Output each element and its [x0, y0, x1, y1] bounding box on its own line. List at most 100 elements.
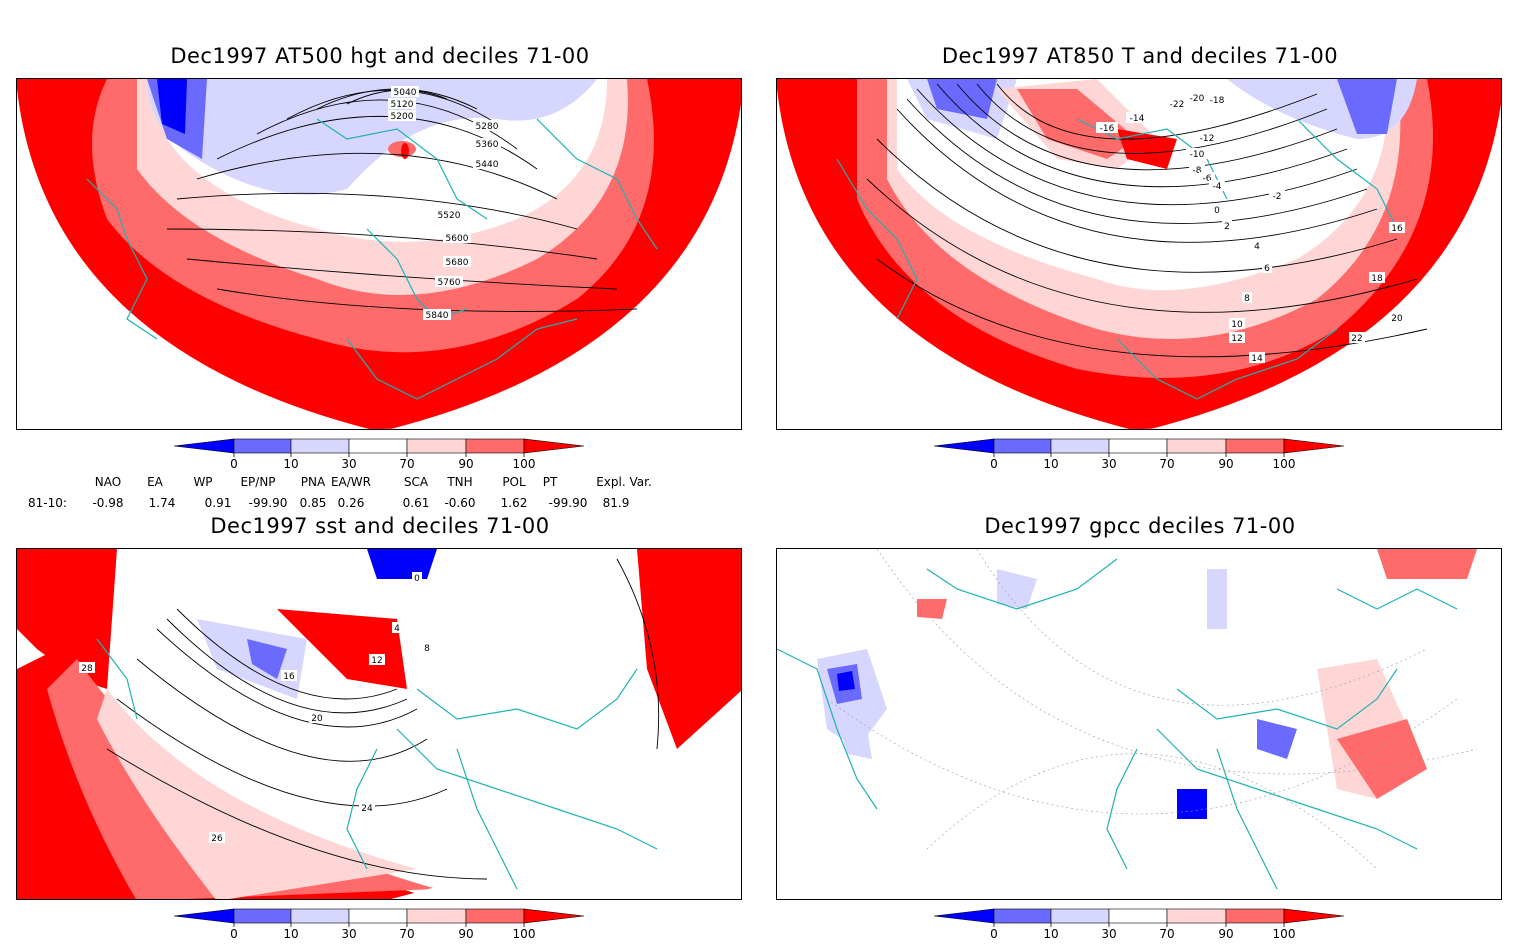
panel-title-3: Dec1997 sst and deciles 71-00: [210, 514, 550, 538]
index-value: 81.9: [603, 496, 630, 510]
colorbar-segment: [933, 438, 995, 454]
contour-label-bg: [1389, 222, 1405, 233]
colorbar-tick-label: 30: [1101, 457, 1116, 471]
contour-label-bg: [435, 209, 463, 220]
contour-label: 18: [1371, 274, 1383, 284]
index-header: EA: [147, 475, 164, 489]
contour-label: -8: [1193, 166, 1202, 176]
contour-label: 5520: [438, 211, 461, 221]
index-row-label: 81-10:: [28, 496, 67, 510]
contour-label: 26: [211, 834, 223, 844]
colorbar-segment: [993, 438, 1052, 454]
contour-label-bg: [1369, 272, 1385, 283]
panel-title-4: Dec1997 gpcc deciles 71-00: [984, 514, 1296, 538]
colorbar-segment: [523, 908, 585, 924]
index-value: -0.60: [444, 496, 475, 510]
contour-label: 4: [1254, 242, 1260, 252]
contour-label-bg: [1269, 190, 1285, 201]
index-value: -0.98: [92, 496, 123, 510]
contour-label: 4: [394, 624, 400, 634]
contour-label-bg: [473, 120, 501, 131]
colorbar-1: 0 10 30 70 90 100: [173, 437, 594, 477]
colorbar-4: 0 10 30 70 90 100: [933, 907, 1354, 947]
contour-label: -14: [1130, 114, 1145, 124]
colorbar-tick-label: 70: [1159, 457, 1174, 471]
contour-label: 6: [1264, 264, 1270, 274]
index-header: EA/WR: [331, 475, 371, 489]
contour-label-bg: [391, 86, 419, 97]
contour-label-bg: [473, 138, 501, 149]
colorbar-segment: [1283, 908, 1345, 924]
index-value: 0.91: [205, 496, 232, 510]
index-value: 0.26: [338, 496, 365, 510]
colorbar-segment: [348, 908, 408, 924]
contour-label-bg: [1242, 292, 1252, 303]
map-panel-gpcc: [776, 548, 1502, 900]
contour-label: -10: [1190, 150, 1205, 160]
colorbar-tick-label: 70: [1159, 927, 1174, 941]
contour-label: 5040: [394, 88, 417, 98]
colorbar-segment: [406, 438, 467, 454]
contour-label: 2: [1224, 222, 1230, 232]
contour-label: 5600: [446, 234, 469, 244]
contour-label-bg: [1262, 262, 1272, 273]
contour-label: -22: [1170, 100, 1185, 110]
contour-label-bg: [1389, 312, 1405, 323]
index-value: 1.62: [501, 496, 528, 510]
panel-title-1: Dec1997 AT500 hgt and deciles 71-00: [170, 44, 590, 68]
contour-label: -6: [1203, 174, 1212, 184]
colorbar-tick-label: 30: [1101, 927, 1116, 941]
panel-title-2: Dec1997 AT850 T and deciles 71-00: [941, 44, 1339, 68]
contour-label: 14: [1251, 354, 1263, 364]
colorbar-segment: [173, 908, 235, 924]
contour-label: 16: [1391, 224, 1403, 234]
contour-label: -12: [1200, 134, 1215, 144]
colorbar-segment: [1225, 908, 1285, 924]
colorbar-segment: [348, 438, 408, 454]
colorbar-tick-label: 100: [1273, 927, 1296, 941]
contour-label-bg: [209, 832, 225, 843]
contour-label: 5440: [476, 160, 499, 170]
contour-label-bg: [443, 232, 471, 243]
contour-label-bg: [1096, 122, 1118, 133]
colorbar-segment: [1225, 438, 1285, 454]
contour-label-bg: [422, 642, 432, 653]
colorbar-segment: [290, 438, 350, 454]
colorbar-segment: [1108, 438, 1168, 454]
colorbar-segment: [233, 908, 292, 924]
colorbar-segment: [465, 438, 525, 454]
map-panel-sst: 0 4 8 12 16 20 24 26 28: [16, 548, 742, 900]
contour-label-bg: [281, 670, 297, 681]
colorbar-segment: [1108, 908, 1168, 924]
contour-label-bg: [309, 712, 325, 723]
colorbar-tick-label: 90: [458, 457, 473, 471]
colorbar-segment: [1050, 438, 1110, 454]
index-header: PNA: [301, 475, 326, 489]
contour-label: -20: [1190, 94, 1205, 104]
contour-label-bg: [1349, 332, 1365, 343]
contour-label-bg: [1206, 94, 1228, 105]
map-panel-at500: 5040 5120 5200 5280 5360 5440 5520 5600 5680 5760…: [16, 78, 742, 430]
index-table: NAO EA WP EP/NP PNA EA/WR SCA TNH POL PT Expl. Var…: [28, 474, 728, 517]
index-header: PT: [543, 475, 558, 489]
contour-label-bg: [388, 110, 416, 121]
contour-label-bg: [388, 98, 416, 109]
colorbar-tick-label: 90: [1218, 457, 1233, 471]
colorbar-segment: [1166, 908, 1227, 924]
index-header: EP/NP: [240, 475, 275, 489]
contour-label: -2: [1273, 192, 1282, 202]
colorbar-tick-label: 10: [1043, 927, 1058, 941]
contour-label-bg: [412, 572, 422, 583]
contour-label-bg: [1209, 180, 1225, 191]
contour-label: 8: [424, 644, 430, 654]
contour-label: 12: [371, 656, 382, 666]
colorbar-tick-label: 100: [1273, 457, 1296, 471]
colorbar-segment: [993, 908, 1052, 924]
colorbar-tick-label: 0: [230, 927, 238, 941]
index-value: 0.61: [403, 496, 430, 510]
colorbar-segment: [173, 438, 235, 454]
index-value: -99.90: [249, 496, 288, 510]
colorbar-tick-label: 30: [341, 457, 356, 471]
contour-label: 0: [414, 574, 420, 584]
contour-label: 10: [1231, 320, 1243, 330]
